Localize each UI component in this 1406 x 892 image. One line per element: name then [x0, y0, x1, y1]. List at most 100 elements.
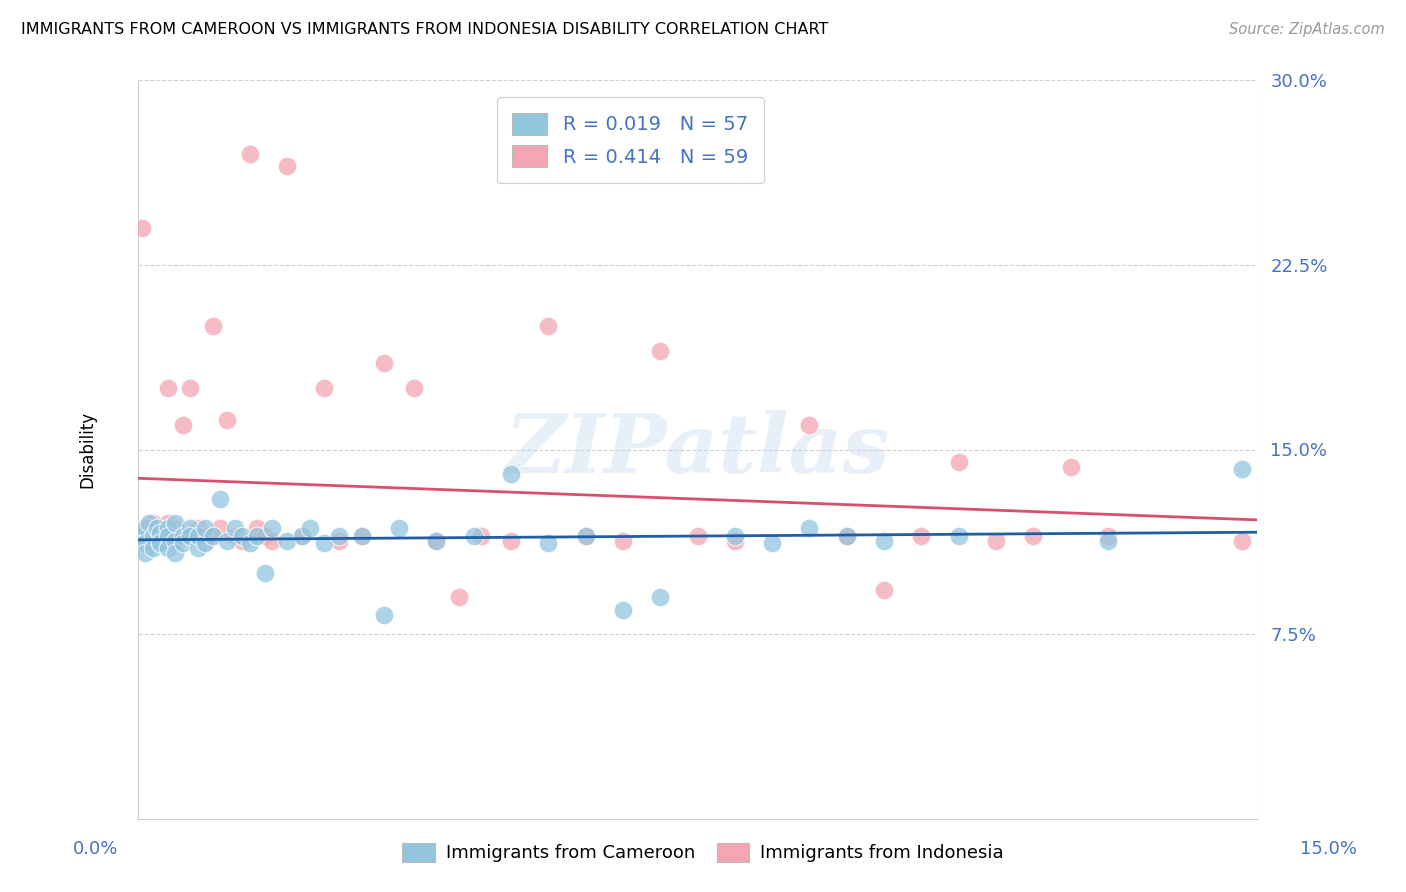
Point	[499, 467, 522, 482]
Point	[948, 529, 970, 543]
Point	[1059, 459, 1081, 474]
Point	[835, 529, 858, 543]
Point	[179, 381, 201, 395]
Point	[402, 381, 425, 395]
Point	[373, 356, 395, 370]
Point	[142, 516, 165, 531]
Point	[145, 521, 167, 535]
Point	[253, 566, 276, 580]
Point	[799, 521, 821, 535]
Point	[612, 533, 634, 548]
Point	[172, 417, 194, 432]
Point	[650, 591, 672, 605]
Point	[388, 521, 411, 535]
Point	[149, 533, 172, 548]
Point	[537, 319, 560, 334]
Legend: Immigrants from Cameroon, Immigrants from Indonesia: Immigrants from Cameroon, Immigrants fro…	[395, 836, 1011, 870]
Point	[328, 533, 350, 548]
Point	[156, 529, 179, 543]
Point	[179, 529, 201, 543]
Point	[231, 533, 253, 548]
Point	[350, 529, 373, 543]
Point	[314, 381, 336, 395]
Point	[194, 533, 217, 548]
Point	[314, 536, 336, 550]
Point	[873, 533, 896, 548]
Point	[447, 591, 470, 605]
Point	[239, 147, 262, 161]
Point	[131, 220, 153, 235]
Point	[156, 516, 179, 531]
Point	[262, 533, 284, 548]
Point	[156, 521, 179, 535]
Point	[187, 521, 209, 535]
Point	[1232, 533, 1254, 548]
Point	[910, 529, 932, 543]
Point	[217, 413, 239, 427]
Point	[194, 529, 217, 543]
Point	[761, 536, 783, 550]
Y-axis label: Disability: Disability	[79, 411, 96, 488]
Text: IMMIGRANTS FROM CAMEROON VS IMMIGRANTS FROM INDONESIA DISABILITY CORRELATION CHA: IMMIGRANTS FROM CAMEROON VS IMMIGRANTS F…	[21, 22, 828, 37]
Point	[156, 529, 179, 543]
Point	[298, 521, 321, 535]
Point	[142, 529, 165, 543]
Point	[156, 381, 179, 395]
Point	[724, 529, 747, 543]
Point	[165, 533, 187, 548]
Point	[253, 529, 276, 543]
Point	[291, 529, 314, 543]
Point	[172, 536, 194, 550]
Text: ZIPatlas: ZIPatlas	[505, 409, 890, 490]
Text: 0.0%: 0.0%	[73, 840, 118, 858]
Point	[835, 529, 858, 543]
Point	[328, 529, 350, 543]
Legend: R = 0.019   N = 57, R = 0.414   N = 59: R = 0.019 N = 57, R = 0.414 N = 59	[496, 97, 763, 183]
Point	[134, 533, 156, 548]
Point	[138, 516, 160, 531]
Point	[187, 541, 209, 555]
Point	[179, 521, 201, 535]
Point	[262, 521, 284, 535]
Point	[208, 491, 231, 506]
Point	[142, 541, 165, 555]
Point	[291, 529, 314, 543]
Point	[276, 533, 298, 548]
Point	[224, 529, 246, 543]
Point	[470, 529, 492, 543]
Point	[575, 529, 598, 543]
Point	[165, 516, 187, 531]
Point	[246, 529, 269, 543]
Point	[575, 529, 598, 543]
Text: 15.0%: 15.0%	[1301, 840, 1357, 858]
Point	[179, 529, 201, 543]
Point	[208, 521, 231, 535]
Point	[142, 521, 165, 535]
Point	[537, 536, 560, 550]
Point	[172, 529, 194, 543]
Point	[131, 529, 153, 543]
Point	[231, 529, 253, 543]
Point	[134, 521, 156, 535]
Point	[276, 159, 298, 173]
Point	[499, 533, 522, 548]
Point	[239, 536, 262, 550]
Point	[156, 541, 179, 555]
Point	[134, 521, 156, 535]
Point	[149, 533, 172, 548]
Point	[224, 521, 246, 535]
Point	[686, 529, 709, 543]
Point	[201, 319, 224, 334]
Point	[650, 343, 672, 358]
Point	[350, 529, 373, 543]
Point	[194, 536, 217, 550]
Point	[984, 533, 1007, 548]
Point	[463, 529, 485, 543]
Point	[194, 521, 217, 535]
Point	[149, 536, 172, 550]
Point	[165, 521, 187, 535]
Point	[138, 529, 160, 543]
Point	[165, 546, 187, 560]
Point	[165, 536, 187, 550]
Text: Source: ZipAtlas.com: Source: ZipAtlas.com	[1229, 22, 1385, 37]
